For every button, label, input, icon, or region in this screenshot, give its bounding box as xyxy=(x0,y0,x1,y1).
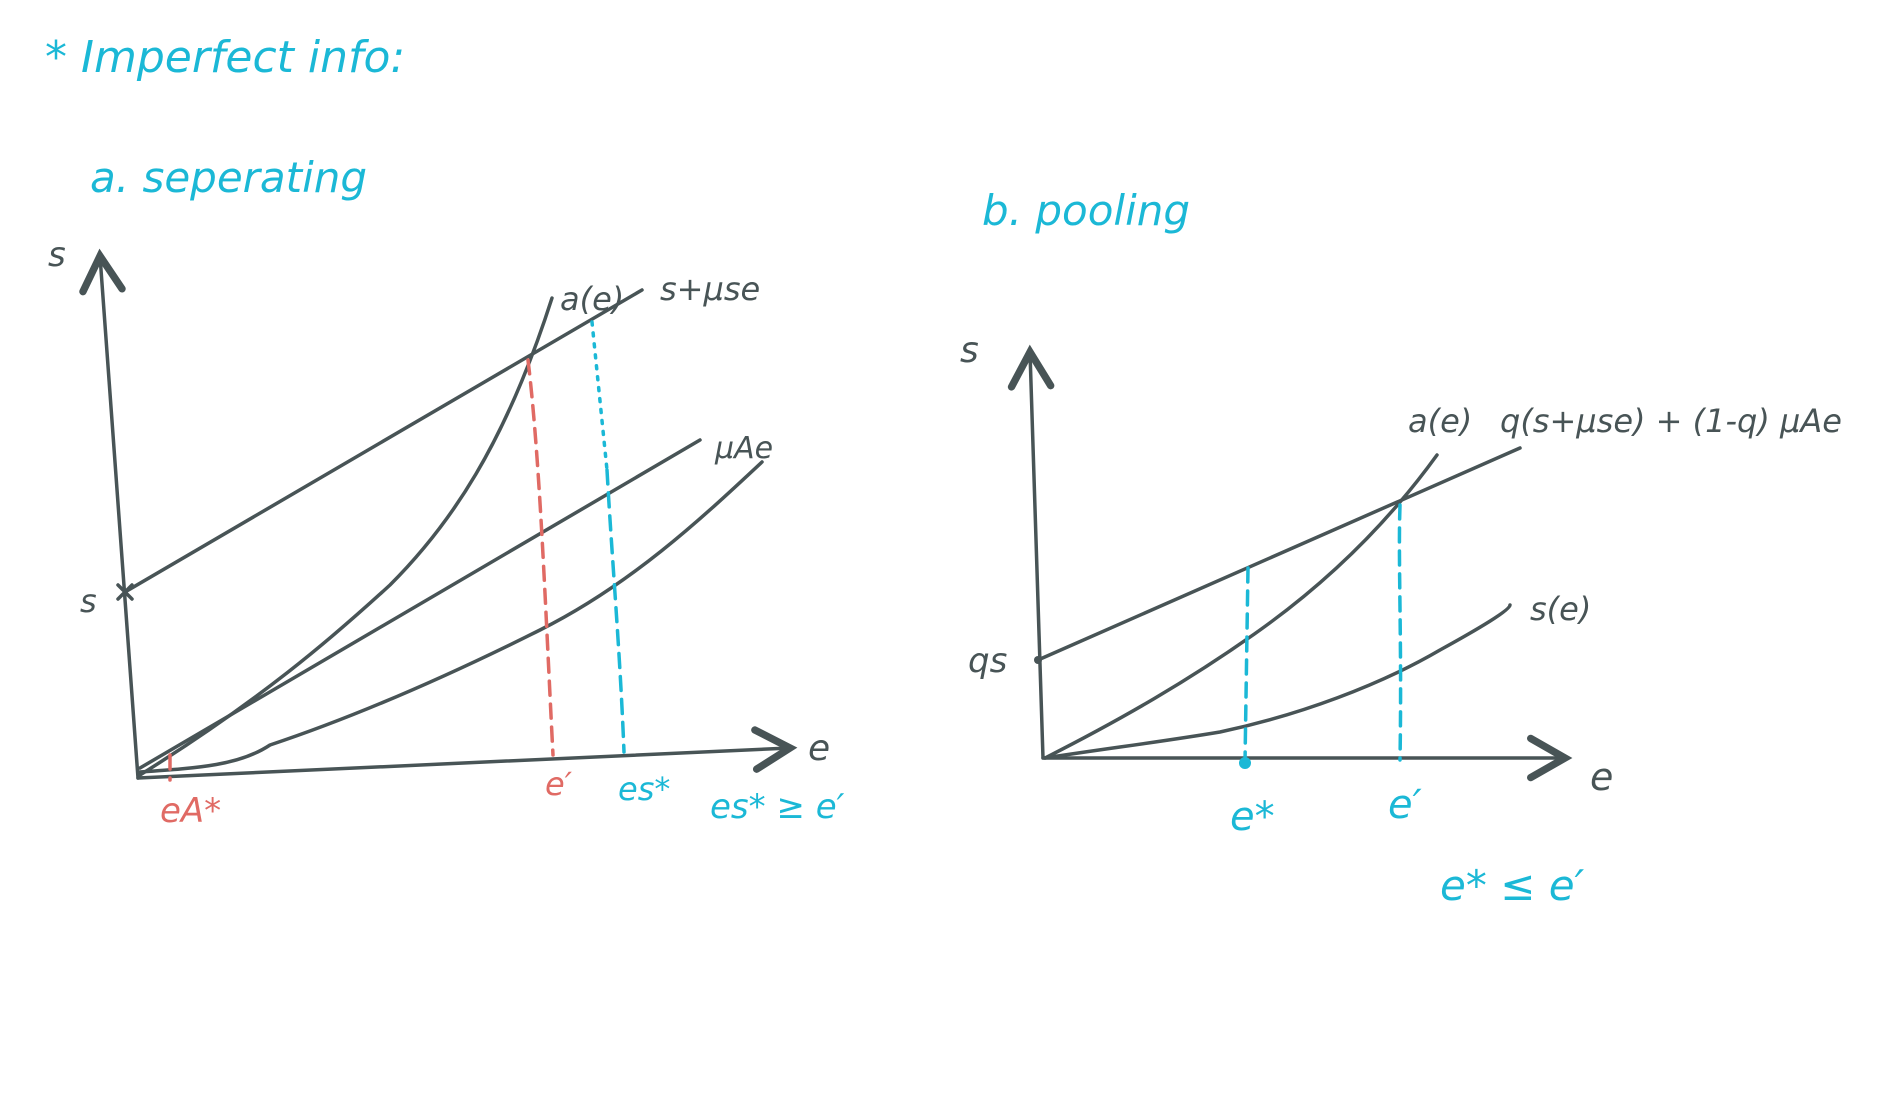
panel-a-es-guide-dashed xyxy=(605,468,626,754)
panel-a-line-mid-label: μAe xyxy=(714,431,773,466)
panel-b-x-axis-label: e xyxy=(1590,755,1613,799)
panel-b-e-star-label: e* xyxy=(1230,794,1275,840)
panel-a-line-s-mu-s-e xyxy=(123,288,644,594)
panel-a-es-guide-dotted xyxy=(590,320,609,472)
panel-b: b. pooling s e qs q(s+μse) + (1-q) μAe a… xyxy=(960,186,1842,910)
panel-a-line-top-label: s+μse xyxy=(660,270,760,308)
panel-a-x-axis-label: e xyxy=(808,728,830,769)
panel-a-es-label: es* xyxy=(618,770,670,808)
panel-b-e-prime-guide xyxy=(1397,503,1403,762)
panel-a-condition: es* ≥ e′ xyxy=(710,787,845,827)
panel-b-intercept-label: qs xyxy=(968,641,1007,681)
panel-b-e-star-dot xyxy=(1239,757,1251,769)
panel-a-x-axis xyxy=(136,726,798,780)
panel-a-y-axis xyxy=(79,248,140,780)
panel-b-curve-a xyxy=(1043,453,1439,760)
panel-b-line-label: q(s+μse) + (1-q) μAe xyxy=(1500,402,1842,440)
panel-a-e-prime-guide xyxy=(526,358,555,757)
panel-a-curve-a-label: a(e) xyxy=(560,280,624,318)
panel-a-y-axis-label: s xyxy=(48,235,66,275)
panel-b-curve-a-label: a(e) xyxy=(1408,402,1472,440)
panel-a-intercept-label: s xyxy=(80,582,97,620)
panel-a-e-prime-label: e′ xyxy=(545,765,573,803)
panel-b-curve-s-label: s(e) xyxy=(1530,590,1591,628)
panel-b-pooled-line xyxy=(1036,446,1522,662)
panel-b-title: b. pooling xyxy=(982,186,1190,235)
panel-a-title: a. seperating xyxy=(90,153,367,202)
panel-b-curve-s xyxy=(1043,603,1512,760)
panel-b-y-axis-label: s xyxy=(960,330,979,371)
panel-b-e-prime-label: e′ xyxy=(1388,782,1422,828)
page-title: * Imperfect info: xyxy=(45,32,405,83)
panel-b-y-axis xyxy=(1007,344,1055,760)
panel-a: a. seperating s e s s+μse μAe a(e) eA* e… xyxy=(48,153,845,831)
panel-a-curve-s xyxy=(138,460,764,774)
panel-b-condition: e* ≤ e′ xyxy=(1440,861,1585,910)
panel-a-curve-a xyxy=(138,296,554,777)
panel-b-e-star-guide xyxy=(1243,566,1250,764)
panel-a-eA-label: eA* xyxy=(160,791,221,831)
